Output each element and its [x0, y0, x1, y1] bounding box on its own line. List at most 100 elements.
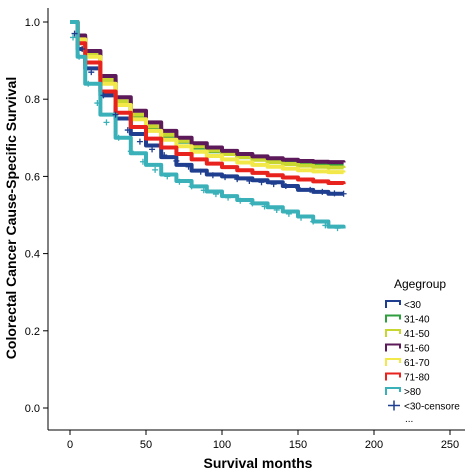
censor-mark: [237, 197, 244, 204]
legend-swatch: [388, 400, 400, 411]
censor-mark: [79, 46, 86, 53]
legend-swatch: [385, 300, 401, 308]
legend-entry: >80: [385, 387, 421, 398]
censor-markers-series-7: [71, 30, 347, 197]
y-axis-title: Colorectal Cancer Cause-Specific Surviva…: [3, 77, 19, 359]
censor-mark: [70, 34, 77, 41]
y-tick-label: 1.0: [25, 17, 40, 29]
legend-entry: 51-60: [385, 343, 430, 355]
legend-swatch: [385, 343, 401, 352]
censor-mark: [261, 203, 268, 210]
legend-swatch: [385, 372, 401, 381]
censor-mark: [127, 148, 134, 155]
censor-mark: [71, 30, 78, 37]
censor-mark: [285, 210, 292, 217]
x-tick-label: 150: [289, 439, 307, 451]
y-tick-label: 0.4: [25, 249, 40, 261]
censor-mark: [234, 176, 241, 183]
censor-mark: [222, 174, 229, 181]
censor-mark: [197, 168, 204, 175]
censor-mark: [188, 183, 195, 190]
censor-mark: [310, 218, 317, 225]
censor-mark: [298, 214, 305, 221]
censor-mark: [176, 178, 183, 185]
censor-mark: [136, 138, 143, 145]
x-tick-label: 250: [441, 439, 459, 451]
x-tick-label: 50: [140, 439, 152, 451]
censor-mark: [152, 166, 159, 173]
censor-mark: [173, 157, 180, 164]
censor-mark: [270, 181, 277, 188]
legend-title: Agegroup: [394, 277, 446, 291]
legend-swatch: [385, 314, 401, 323]
censor-mark: [200, 187, 207, 194]
censor-mark: [161, 152, 168, 159]
y-tick-label: 0.6: [25, 171, 40, 183]
censor-mark: [124, 127, 131, 134]
legend-label: 31-40: [404, 315, 430, 326]
legend-entry: 41-50: [385, 329, 430, 340]
legend-swatch: [385, 358, 401, 366]
censor-mark: [319, 188, 326, 195]
censor-mark: [209, 172, 216, 179]
censor-mark: [149, 146, 156, 153]
censor-mark: [103, 119, 110, 126]
legend-swatch: [385, 387, 401, 395]
legend-label: 51-60: [404, 344, 430, 355]
y-tick-label: 0.8: [25, 94, 40, 106]
censor-mark: [273, 206, 280, 213]
censor-mark: [322, 222, 329, 229]
axes: [47, 8, 465, 431]
legend-entry: <30: [385, 300, 421, 311]
legend-label: <30: [404, 300, 421, 311]
censor-mark: [139, 158, 146, 165]
censor-mark: [295, 184, 301, 191]
censor-mark: [249, 200, 256, 207]
x-tick-label: 200: [365, 439, 383, 451]
legend-entry: 61-70: [385, 358, 430, 369]
censor-mark: [282, 183, 289, 190]
y-tick-label: 0.0: [25, 403, 40, 415]
censor-mark: [212, 191, 219, 198]
censor-mark: [225, 194, 232, 201]
censor-mark: [185, 163, 192, 170]
series-line-0: [70, 20, 344, 196]
series-line-4: [70, 20, 346, 175]
series-line-5: [70, 20, 346, 185]
x-axis-title: Survival months: [204, 455, 313, 471]
x-ticks: 0 50 100 150 200 250: [67, 430, 459, 451]
censor-mark: [307, 186, 314, 193]
x-tick-label: 0: [67, 439, 73, 451]
censor-mark: [85, 80, 92, 87]
legend-label: 41-50: [404, 329, 430, 340]
legend-label: 61-70: [404, 358, 430, 369]
legend-label: <30-censore: [404, 402, 460, 413]
censor-mark: [94, 100, 101, 107]
series-line-3: [70, 20, 346, 165]
censor-mark: [100, 92, 107, 99]
legend-entry: 71-80: [385, 372, 430, 384]
legend-label: 71-80: [404, 373, 430, 384]
legend-swatch: [385, 329, 401, 337]
plot-area: [70, 20, 347, 232]
legend-more: ...: [405, 414, 413, 425]
censor-mark: [246, 178, 253, 185]
censor-mark: [88, 69, 95, 76]
censor-markers-series-8: [70, 34, 341, 232]
y-ticks: 0.0 0.2 0.4 0.6 0.8 1.0: [25, 17, 48, 415]
censor-mark: [258, 179, 265, 186]
y-tick-label: 0.2: [25, 326, 40, 338]
legend-entry: 31-40: [385, 314, 430, 326]
censor-mark: [164, 173, 171, 180]
censor-mark: [334, 225, 341, 232]
censor-mark: [115, 134, 122, 141]
legend: Agegroup <30 31-40 41-50 51-60 61-70 71-80 >80…: [385, 277, 460, 425]
legend-label: >80: [404, 387, 421, 398]
x-tick-label: 100: [213, 439, 231, 451]
censor-mark: [76, 53, 83, 60]
censor-mark: [112, 111, 119, 118]
legend-entry: <30-censore: [388, 400, 460, 413]
legend-items: <30 31-40 41-50 51-60 61-70 71-80 >80 <30-censo…: [385, 300, 460, 413]
censor-mark: [331, 190, 338, 197]
